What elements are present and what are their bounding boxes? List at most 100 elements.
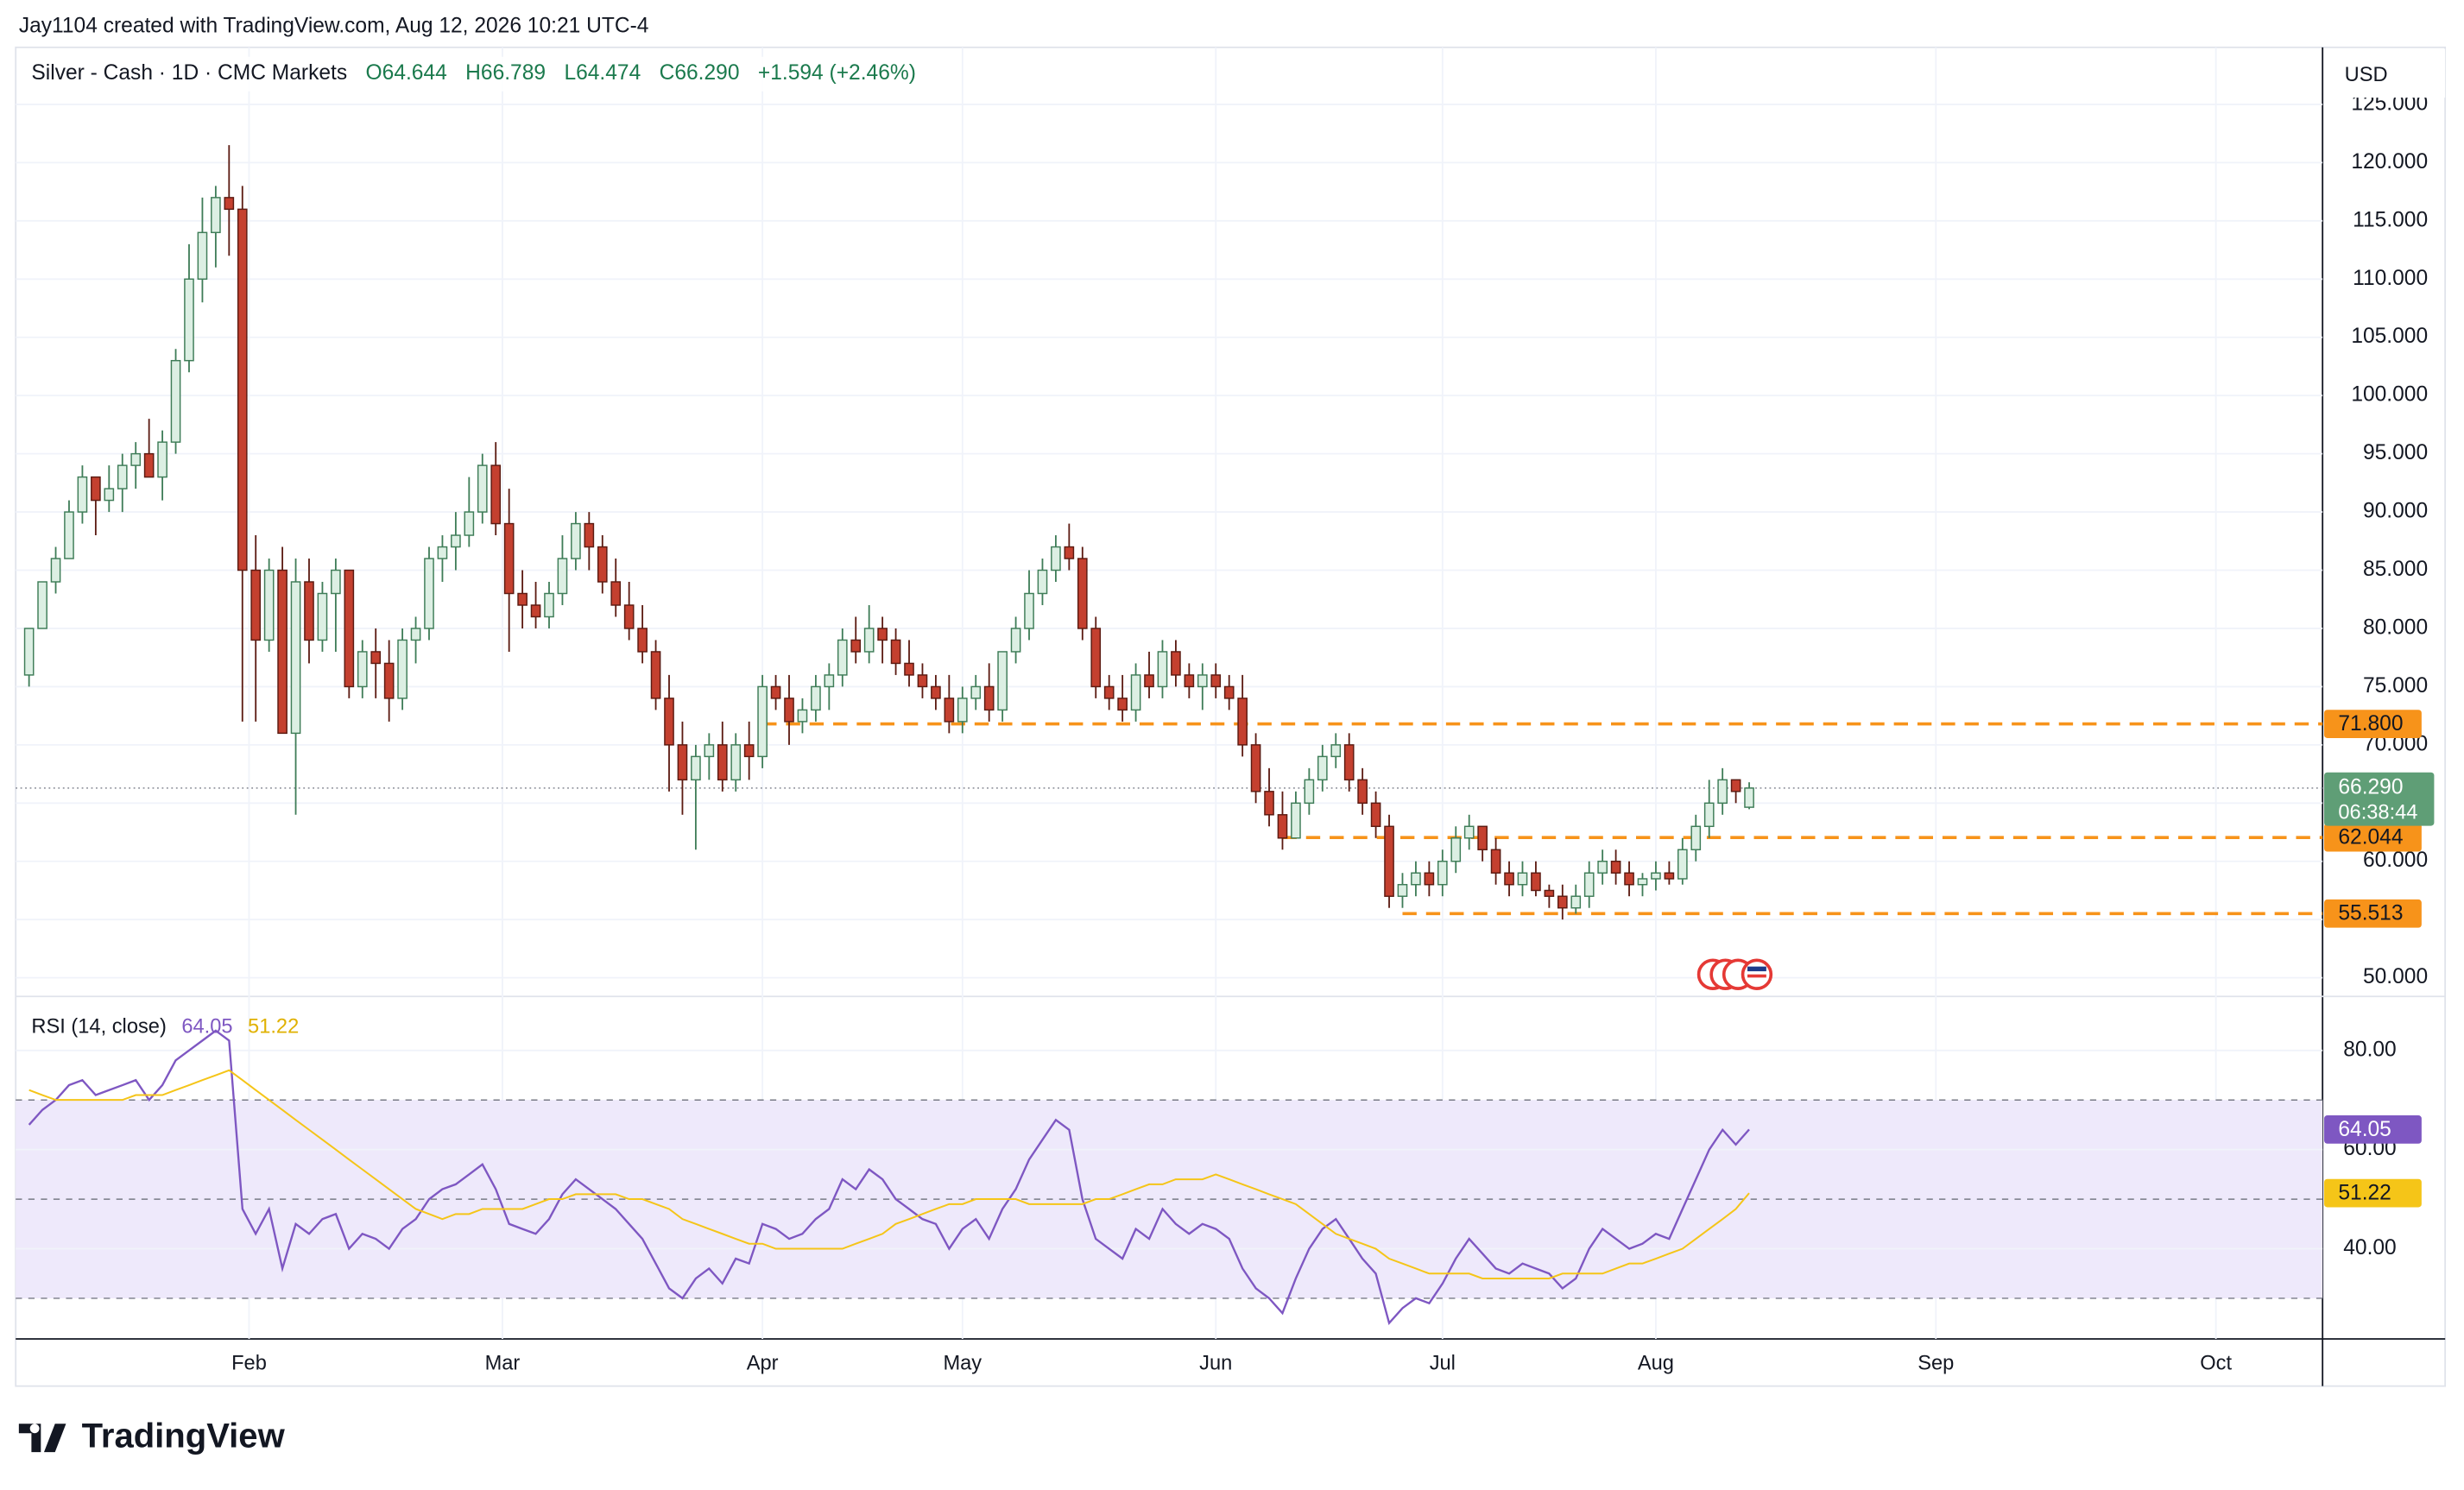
logo: TradingView [18,1417,286,1455]
candle-body [850,639,862,653]
candle-body [1184,674,1195,688]
candle-body [104,488,115,502]
candle-body [1570,895,1582,909]
candle-body [1517,872,1528,886]
candle-body [170,359,181,443]
candle-body [877,628,888,641]
candle-body [1090,628,1102,688]
candle-body [464,511,475,536]
y-tick-label: 120.000 [2351,150,2428,174]
candle-body [664,698,674,746]
brand: TradingView [82,1417,286,1455]
candle-body [1437,861,1448,886]
ohlc-close: C66.290 [660,61,740,85]
candle-body [757,685,768,758]
candle-body [277,569,287,735]
x-tick-label: Jul [1430,1352,1456,1374]
candle-body [1171,651,1181,676]
candle-body [77,476,88,513]
candle-body [383,662,395,699]
currency: USD [2345,64,2388,86]
candle-body [691,755,701,781]
flag-stripe [1747,966,1766,972]
candle-body [490,464,502,525]
candle-body [1037,569,1048,595]
candle-body [544,592,554,618]
logo-mark [18,1424,66,1453]
candle-body [344,569,355,688]
y-tick-label: 80.00 [2343,1038,2396,1061]
candle-body [931,685,941,699]
rsi-line [28,1029,1750,1326]
y-tick-label: 85.000 [2363,558,2428,581]
candle-body [1223,685,1235,699]
candle-body [437,546,448,559]
level-label-box [2324,823,2422,852]
rsi-ma-value: 51.22 [248,1016,299,1039]
candle-body [157,441,167,478]
candle-body [1010,628,1021,653]
candle-body [983,685,995,711]
candle-body [1624,872,1634,886]
candle-body [1130,674,1141,711]
candle-body [1197,674,1208,688]
level-label: 62.044 [2338,826,2403,849]
rsi-label-box [2324,1115,2422,1144]
candle-body [904,662,914,676]
candle-body [1477,825,1488,850]
overlay: USD Silver - Cash · 1D · CMC Markets O64… [18,48,2446,1455]
candle-body [304,581,314,641]
candle-body [237,208,248,571]
candle-body [357,651,368,688]
candle-body [1384,825,1394,897]
candle-body [824,674,835,688]
candle-body [597,546,608,583]
flag-stripe [1747,974,1766,978]
event-icons [1696,958,1773,990]
candle-body [263,569,275,641]
candle-body [1343,744,1355,781]
candle-body [1597,861,1608,874]
candle-body [370,651,382,665]
candle-body [1717,779,1728,805]
y-tick-label: 110.000 [2353,267,2428,290]
candle-body [997,651,1008,711]
candle-body [211,197,221,234]
candle-body [1237,698,1248,746]
candle-body [1424,872,1435,886]
candle-body [584,522,595,548]
candle-body [1677,849,1688,880]
currency-box [2324,48,2446,98]
level-label: 55.513 [2338,902,2403,925]
candle-body [1370,802,1381,828]
candle-body [1744,787,1754,808]
y-tick-label: 50.000 [2363,965,2428,988]
x-tick-label: Jun [1199,1352,1232,1374]
candle-body [503,522,515,595]
rsi-ma-line [28,1069,1750,1279]
candle-body [1024,592,1034,629]
candle-body [1557,895,1568,909]
candle-body [1651,872,1661,880]
candle-body [197,231,208,281]
candle-body [1157,651,1168,688]
attribution: Jay1104 created with TradingView.com, Au… [19,15,649,38]
candle-body [863,628,875,653]
candle-body [397,639,408,699]
candle-body [1051,546,1061,571]
candle-body [1583,872,1595,897]
candle-body [1703,802,1715,828]
candle-body [290,581,301,735]
candle-body [717,744,728,781]
x-tick-label: Apr [747,1352,779,1374]
candle-body [1250,744,1261,792]
candle-body [784,698,794,723]
y-tick-label: 95.000 [2363,441,2428,464]
x-tick-label: Oct [2200,1352,2232,1374]
candle-body [451,534,461,548]
candle-body [797,709,808,723]
candle-body [557,558,568,595]
candle-body [1490,849,1501,874]
x-tick-label: Mar [485,1352,521,1374]
